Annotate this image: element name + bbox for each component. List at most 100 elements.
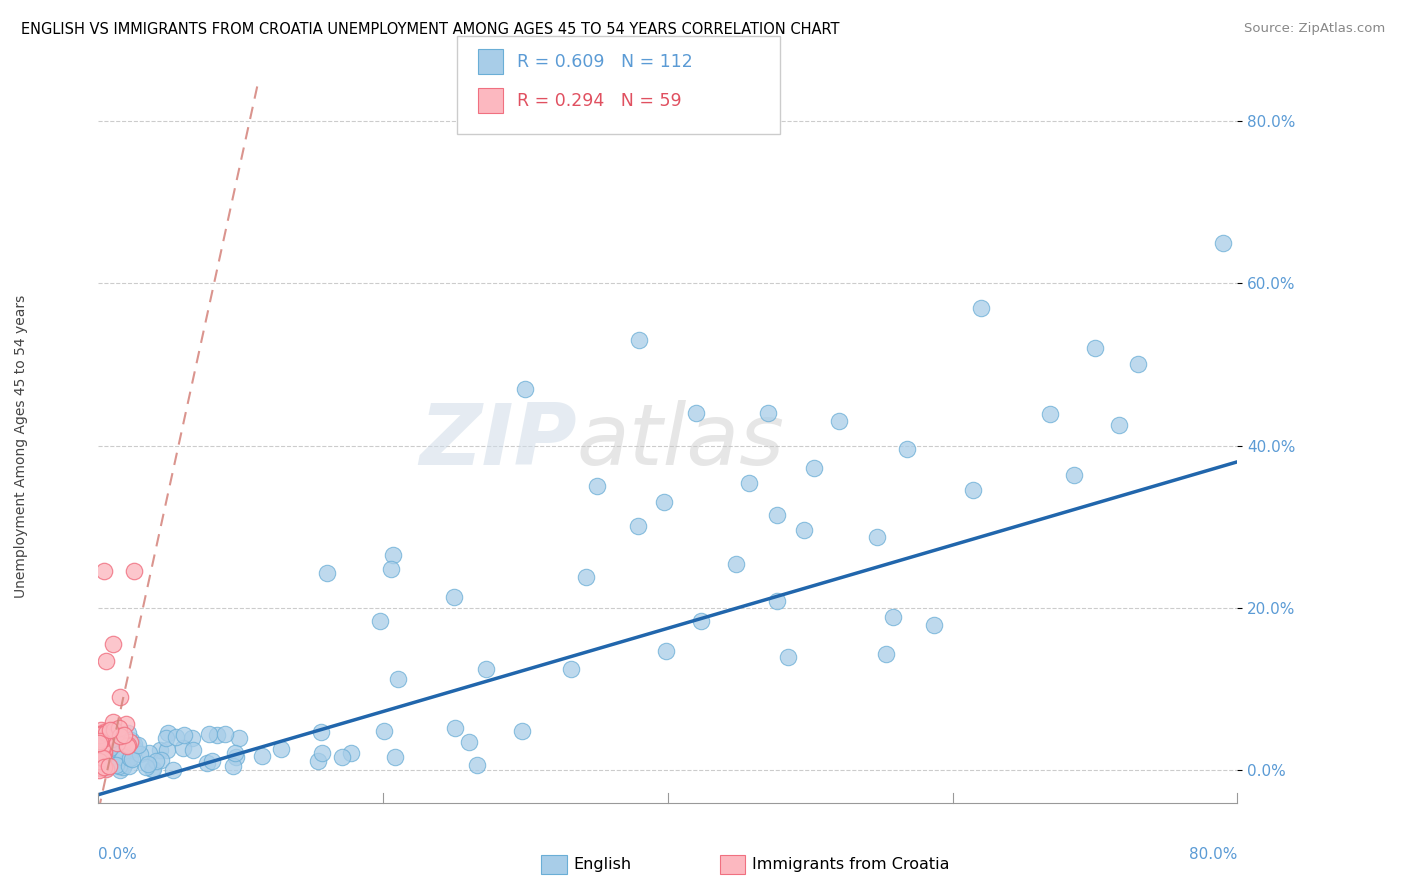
Point — [94, 654, 117, 668]
Point — [465, 758, 488, 772]
Point — [180, 731, 202, 745]
Point — [87, 761, 110, 775]
Text: English: English — [574, 857, 631, 871]
Point — [738, 475, 761, 490]
Point — [90, 758, 112, 772]
Point — [97, 759, 120, 773]
Text: ENGLISH VS IMMIGRANTS FROM CROATIA UNEMPLOYMENT AMONG AGES 45 TO 54 YEARS CORREL: ENGLISH VS IMMIGRANTS FROM CROATIA UNEMP… — [21, 22, 839, 37]
Point — [96, 731, 118, 746]
Point — [112, 728, 135, 742]
Point — [690, 614, 713, 628]
Point — [108, 721, 131, 735]
Point — [111, 750, 134, 764]
Point — [105, 730, 128, 744]
Point — [90, 739, 112, 754]
Point — [515, 382, 537, 396]
Point — [94, 730, 117, 744]
Point — [510, 723, 533, 738]
Point — [214, 727, 236, 741]
Point — [98, 740, 121, 755]
Point — [896, 442, 918, 457]
Point — [444, 721, 467, 735]
Point — [225, 750, 247, 764]
Point — [724, 557, 747, 571]
Point — [101, 732, 124, 747]
Point — [776, 649, 799, 664]
Point — [87, 729, 110, 743]
Point — [101, 715, 124, 730]
Point — [93, 734, 115, 748]
Point — [156, 742, 179, 756]
Point — [866, 530, 889, 544]
Point — [382, 548, 405, 562]
Point — [127, 738, 149, 752]
Point — [315, 566, 337, 580]
Point — [100, 727, 122, 741]
Point — [121, 751, 143, 765]
Point — [91, 733, 114, 747]
Point — [122, 565, 145, 579]
Point — [93, 734, 115, 748]
Point — [97, 732, 120, 747]
Point — [91, 742, 114, 756]
Text: R = 0.294   N = 59: R = 0.294 N = 59 — [517, 92, 682, 110]
Point — [627, 519, 650, 533]
Point — [105, 748, 128, 763]
Point — [330, 749, 353, 764]
Point — [162, 763, 184, 777]
Point — [138, 746, 160, 760]
Point — [91, 727, 114, 741]
Point — [89, 728, 111, 742]
Point — [145, 754, 167, 768]
Point — [91, 756, 114, 770]
Point — [340, 747, 363, 761]
Point — [93, 565, 115, 579]
Point — [108, 729, 131, 743]
Point — [114, 716, 136, 731]
Point — [91, 752, 114, 766]
Point — [195, 756, 218, 770]
Point — [652, 494, 675, 508]
Point — [250, 748, 273, 763]
Point — [793, 524, 815, 538]
Point — [108, 763, 131, 777]
Point — [97, 744, 120, 758]
Text: R = 0.609   N = 112: R = 0.609 N = 112 — [517, 53, 693, 70]
Point — [882, 610, 904, 624]
Point — [89, 760, 111, 774]
Point — [1126, 358, 1149, 372]
Point — [115, 738, 138, 752]
Point — [875, 647, 897, 661]
Point — [307, 754, 329, 768]
Point — [94, 724, 117, 739]
Point — [91, 758, 114, 772]
Point — [94, 724, 117, 739]
Point — [141, 762, 163, 776]
Point — [118, 750, 141, 764]
Point — [93, 746, 115, 760]
Point — [173, 728, 195, 742]
Point — [149, 743, 172, 757]
Point — [94, 726, 117, 740]
Point — [1063, 467, 1085, 482]
Text: 80.0%: 80.0% — [1189, 847, 1237, 863]
Point — [108, 690, 131, 705]
Point — [103, 723, 125, 737]
Point — [89, 736, 111, 750]
Point — [93, 734, 115, 748]
Text: atlas: atlas — [576, 400, 785, 483]
Point — [311, 746, 333, 760]
Point — [155, 731, 177, 745]
Point — [90, 731, 112, 746]
Point — [201, 754, 224, 768]
Point — [756, 406, 779, 420]
Point — [87, 763, 110, 777]
Point — [1039, 407, 1062, 421]
Point — [89, 734, 111, 748]
Point — [90, 761, 112, 775]
Point — [142, 762, 165, 776]
Point — [197, 727, 219, 741]
Point — [387, 672, 409, 686]
Point — [94, 762, 117, 776]
Point — [98, 723, 121, 738]
